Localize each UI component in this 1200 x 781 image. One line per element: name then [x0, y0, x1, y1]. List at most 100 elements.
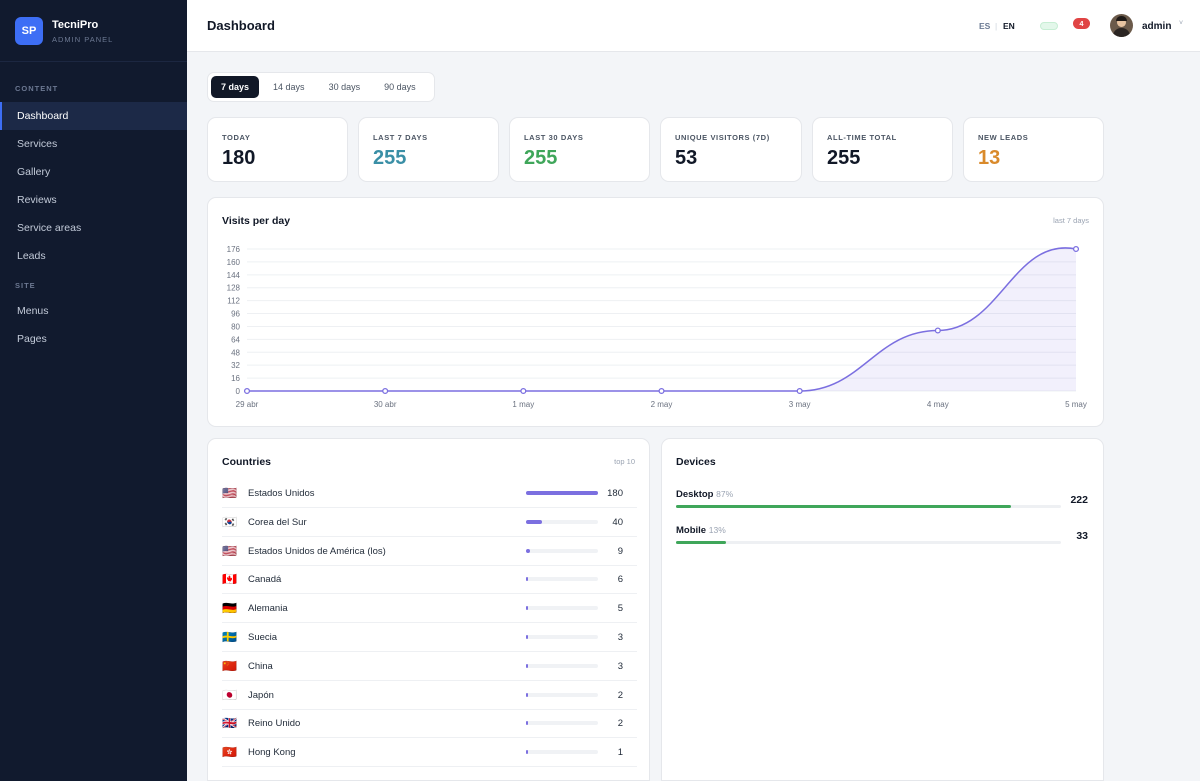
stat-card-today: TODAY 180	[207, 117, 348, 182]
tab-30-days[interactable]: 30 days	[328, 82, 361, 92]
sidebar-item-leads[interactable]: Leads	[17, 250, 46, 262]
stat-value: 255	[524, 147, 558, 169]
tab-90-days[interactable]: 90 days	[384, 82, 416, 92]
country-name: Estados Unidos de América (los)	[248, 545, 386, 557]
country-name: Canadá	[248, 574, 282, 586]
devices-card: Devices Desktop 87% 222 Mobile 13% 33	[661, 438, 1104, 781]
stat-label: LAST 30 DAYS	[524, 133, 584, 142]
country-bar	[526, 750, 598, 755]
user-name[interactable]: admin	[1142, 21, 1172, 32]
stat-label: UNIQUE VISITORS (7D)	[675, 133, 770, 142]
device-name: Desktop 87%	[676, 489, 734, 500]
sidebar: SP TecniPro ADMIN PANEL CONTENT Dashboar…	[0, 0, 187, 781]
notification-badge: 4	[1073, 18, 1090, 29]
country-row: 🇬🇧 Reino Unido 2	[222, 709, 637, 739]
country-name: Japón	[248, 689, 274, 701]
country-count: 9	[617, 545, 623, 557]
country-bar	[526, 577, 598, 582]
y-tick-label: 64	[231, 335, 240, 344]
country-name: Estados Unidos	[248, 488, 315, 499]
lang-en-button[interactable]: EN	[1003, 21, 1015, 31]
sidebar-item-services[interactable]: Services	[17, 138, 58, 150]
flag-icon: 🇰🇷	[222, 514, 237, 529]
country-bar	[526, 606, 598, 611]
x-tick-label: 29 abr	[236, 400, 259, 409]
chevron-down-icon[interactable]: ˅	[1179, 20, 1184, 27]
y-tick-label: 32	[231, 361, 240, 370]
page-title: Dashboard	[207, 18, 275, 33]
stat-label: NEW LEADS	[978, 133, 1029, 142]
country-count: 180	[607, 488, 623, 499]
country-row: 🇰🇷 Corea del Sur 40	[222, 508, 637, 537]
data-point	[1072, 245, 1080, 253]
stat-label: ALL-TIME TOTAL	[827, 133, 897, 142]
x-tick-label: 5 may	[1065, 400, 1087, 409]
countries-title: Countries	[222, 456, 272, 468]
device-bar	[676, 541, 1061, 544]
x-tick-label: 2 may	[651, 400, 673, 409]
tab-14-days[interactable]: 14 days	[273, 82, 305, 92]
sidebar-item-dashboard[interactable]: Dashboard	[0, 102, 187, 130]
country-row: 🇩🇪 Alemania 5	[222, 594, 637, 624]
lang-es-button[interactable]: ES	[979, 21, 991, 31]
country-name: Corea del Sur	[248, 516, 307, 528]
country-name: Reino Unido	[248, 718, 301, 730]
country-name: Hong Kong	[248, 747, 296, 759]
countries-card: Countries top 10 🇺🇸 Estados Unidos 180 🇰🇷 Co…	[207, 438, 650, 781]
top-bar: Dashboard ES | EN 4 admin ˅	[187, 0, 1200, 52]
country-count: 3	[617, 632, 623, 643]
x-tick-label: 4 may	[927, 400, 949, 409]
country-name: Suecia	[248, 632, 278, 643]
data-point	[382, 387, 389, 395]
flag-icon: 🇯🇵	[222, 687, 237, 702]
data-point	[658, 387, 665, 395]
range-tabs: 7 days 14 days 30 days 90 days	[207, 72, 435, 102]
data-point	[520, 387, 527, 395]
avatar[interactable]	[1110, 14, 1133, 37]
sidebar-item-gallery[interactable]: Gallery	[17, 166, 51, 178]
devices-title: Devices	[676, 456, 716, 468]
stat-value: 255	[827, 147, 861, 169]
brand[interactable]: SP TecniPro ADMIN PANEL	[0, 0, 187, 62]
sidebar-item-reviews[interactable]: Reviews	[17, 194, 57, 206]
country-name: China	[248, 660, 273, 672]
stat-value: 53	[675, 147, 698, 169]
status-toggle[interactable]	[1040, 22, 1058, 30]
sidebar-item-menus[interactable]: Menus	[17, 305, 49, 317]
country-row: 🇨🇦 Canadá 6	[222, 565, 637, 595]
device-row: Mobile 13% 33	[676, 525, 1088, 555]
country-count: 6	[617, 574, 623, 586]
stat-label: TODAY	[222, 133, 251, 142]
nav-section-content: CONTENT	[15, 84, 59, 93]
stat-card-all-time-total: ALL-TIME TOTAL 255	[812, 117, 953, 182]
device-row: Desktop 87% 222	[676, 489, 1088, 519]
country-row: 🇺🇸 Estados Unidos de América (los) 9	[222, 537, 637, 566]
stat-card-new-leads: NEW LEADS 13	[963, 117, 1104, 182]
chart-title: Visits per day	[222, 215, 291, 227]
visits-chart: 0 16 32 48 64 80 96 112 128 144 160 176 29 abr 30 abr…	[227, 245, 1087, 409]
y-tick-label: 144	[227, 271, 241, 280]
country-bar	[526, 548, 598, 553]
country-bar	[526, 692, 598, 697]
sidebar-item-pages[interactable]: Pages	[17, 333, 47, 345]
y-tick-label: 16	[231, 374, 240, 383]
country-count: 5	[617, 603, 623, 615]
country-count: 2	[617, 718, 623, 730]
y-tick-label: 112	[227, 297, 240, 306]
flag-icon: 🇨🇳	[222, 658, 237, 673]
visits-chart-card: Visits per day last 7 days 0 16 32 48 64 80 96…	[207, 197, 1104, 427]
notifications-button[interactable]: 4	[1073, 18, 1090, 30]
country-name: Alemania	[248, 603, 288, 615]
brand-logo: SP	[15, 16, 43, 45]
sidebar-item-service-areas[interactable]: Service areas	[17, 222, 82, 234]
tab-7-days[interactable]: 7 days	[211, 76, 260, 98]
nav-section-site: SITE	[15, 281, 36, 290]
data-point	[796, 387, 803, 395]
country-row: 🇸🇪 Suecia 3	[222, 623, 637, 652]
series-area	[247, 247, 1076, 391]
y-tick-label: 160	[227, 258, 241, 267]
country-bar	[526, 519, 598, 524]
countries-note: top 10	[614, 457, 635, 466]
y-tick-label: 80	[231, 322, 240, 331]
y-tick-label: 0	[236, 387, 241, 396]
